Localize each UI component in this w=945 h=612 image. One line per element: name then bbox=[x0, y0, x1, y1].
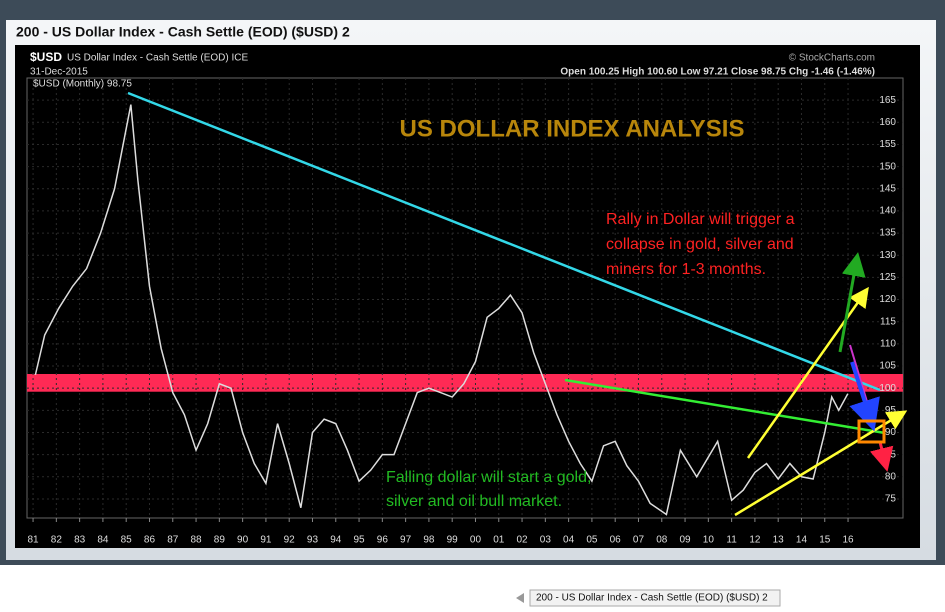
x-tick-label: 04 bbox=[563, 535, 575, 546]
y-tick-label: 85 bbox=[885, 449, 897, 460]
x-tick-label: 99 bbox=[447, 535, 459, 546]
x-tick-label: 83 bbox=[74, 535, 86, 546]
x-tick-label: 82 bbox=[51, 535, 63, 546]
window-title: 200 - US Dollar Index - Cash Settle (EOD… bbox=[16, 24, 350, 40]
note-line: collapse in gold, silver and bbox=[606, 236, 794, 253]
note-line: Falling dollar will start a gold, bbox=[386, 469, 591, 486]
y-tick-label: 120 bbox=[879, 294, 896, 305]
x-tick-label: 01 bbox=[493, 535, 505, 546]
y-tick-label: 115 bbox=[880, 316, 896, 327]
x-tick-label: 07 bbox=[633, 535, 645, 546]
x-tick-label: 91 bbox=[260, 535, 272, 546]
x-tick-label: 95 bbox=[353, 535, 365, 546]
x-tick-label: 87 bbox=[167, 535, 179, 546]
x-tick-label: 00 bbox=[470, 535, 482, 546]
x-tick-label: 13 bbox=[773, 535, 785, 546]
resistance-line bbox=[127, 91, 881, 392]
tab-arrow[interactable] bbox=[516, 593, 524, 603]
x-tick-label: 14 bbox=[796, 535, 808, 546]
y-tick-label: 155 bbox=[879, 139, 896, 150]
x-tick-label: 93 bbox=[307, 535, 319, 546]
x-tick-label: 05 bbox=[586, 535, 598, 546]
series-label: $USD (Monthly) 98.75 bbox=[33, 79, 132, 90]
y-tick-label: 90 bbox=[885, 427, 897, 438]
quote: Open 100.25 High 100.60 Low 97.21 Close … bbox=[560, 67, 875, 78]
support-line bbox=[564, 378, 886, 435]
x-tick-label: 90 bbox=[237, 535, 249, 546]
x-tick-label: 11 bbox=[726, 535, 737, 546]
date: 31-Dec-2015 bbox=[30, 67, 88, 78]
symbol: $USD bbox=[30, 50, 62, 64]
arrow-up bbox=[838, 252, 866, 353]
note-line: miners for 1-3 months. bbox=[606, 261, 766, 278]
y-tick-label: 130 bbox=[879, 250, 896, 261]
arrow-down bbox=[849, 361, 880, 432]
x-tick-label: 86 bbox=[144, 535, 156, 546]
note-line: silver and oil bull market. bbox=[386, 493, 562, 510]
x-tick-label: 09 bbox=[679, 535, 691, 546]
x-tick-label: 98 bbox=[423, 535, 435, 546]
falling-note: Falling dollar will start a gold, silver… bbox=[386, 469, 591, 510]
taskbar-tab-label[interactable]: 200 - US Dollar Index - Cash Settle (EOD… bbox=[536, 593, 768, 604]
x-tick-label: 15 bbox=[819, 535, 831, 546]
x-tick-label: 06 bbox=[610, 535, 622, 546]
subtitle: US Dollar Index - Cash Settle (EOD) ICE bbox=[67, 53, 248, 64]
x-tick-label: 08 bbox=[656, 535, 668, 546]
y-tick-label: 80 bbox=[885, 471, 897, 482]
x-tick-label: 81 bbox=[27, 535, 39, 546]
x-tick-label: 88 bbox=[190, 535, 202, 546]
x-tick-label: 16 bbox=[842, 535, 854, 546]
x-tick-label: 92 bbox=[284, 535, 296, 546]
note-line: Rally in Dollar will trigger a bbox=[606, 211, 795, 228]
y-tick-label: 145 bbox=[879, 183, 896, 194]
rally-note: Rally in Dollar will trigger a collapse … bbox=[606, 211, 795, 278]
watermark: © StockCharts.com bbox=[789, 53, 875, 64]
x-tick-label: 94 bbox=[330, 535, 342, 546]
target-box bbox=[857, 419, 886, 444]
y-tick-label: 100 bbox=[879, 383, 896, 394]
x-tick-label: 85 bbox=[121, 535, 133, 546]
price-line bbox=[34, 104, 849, 516]
y-tick-label: 150 bbox=[879, 161, 896, 172]
x-tick-label: 97 bbox=[400, 535, 412, 546]
y-tick-label: 135 bbox=[879, 228, 896, 239]
y-tick-label: 105 bbox=[879, 361, 896, 372]
trendlines bbox=[127, 91, 908, 517]
arrow-red bbox=[869, 441, 894, 472]
y-tick-label: 165 bbox=[879, 95, 896, 106]
y-tick-label: 160 bbox=[879, 117, 896, 128]
taskbar-tab[interactable] bbox=[529, 589, 781, 607]
y-tick-label: 95 bbox=[885, 405, 897, 416]
x-tick-label: 03 bbox=[540, 535, 552, 546]
heading: US DOLLAR INDEX ANALYSIS bbox=[400, 115, 745, 142]
y-tick-label: 125 bbox=[879, 272, 896, 283]
x-tick-label: 96 bbox=[377, 535, 389, 546]
x-tick-label: 89 bbox=[214, 535, 226, 546]
y-tick-label: 140 bbox=[879, 206, 896, 217]
y-tick-label: 110 bbox=[880, 339, 896, 350]
x-tick-label: 02 bbox=[516, 535, 528, 546]
x-tick-label: 12 bbox=[749, 535, 761, 546]
path-line bbox=[849, 344, 869, 406]
x-tick-label: 84 bbox=[97, 535, 109, 546]
y-tick-label: 75 bbox=[885, 494, 897, 505]
x-tick-label: 10 bbox=[703, 535, 715, 546]
